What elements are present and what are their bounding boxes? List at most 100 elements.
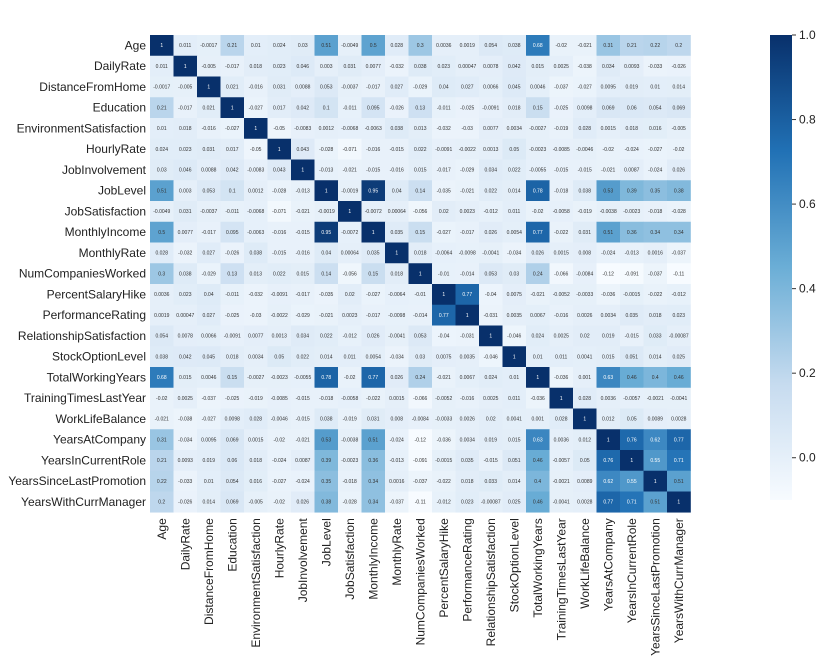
heatmap-cell-value: -0.0068: [341, 126, 358, 132]
heatmap-cell: [338, 242, 362, 264]
heatmap-cell-value: 0.1: [229, 188, 236, 194]
heatmap-cells: [150, 35, 691, 513]
heatmap-cell-value: 0.069: [602, 105, 615, 111]
heatmap-cell: [526, 491, 550, 513]
y-tick-label: Education: [93, 101, 146, 115]
heatmap-cell: [338, 325, 362, 347]
heatmap-cell: [408, 408, 433, 430]
heatmap-cell-value: 0.31: [157, 437, 167, 443]
heatmap-cell-value: 0.0041: [577, 354, 593, 360]
heatmap-cell: [667, 76, 691, 98]
heatmap-cell: [173, 346, 198, 368]
heatmap-cell-value: 0.35: [650, 188, 660, 194]
heatmap-cell-value: -0.0057: [553, 458, 570, 464]
heatmap-cell: [643, 408, 668, 430]
heatmap-cell: [173, 304, 198, 326]
heatmap-cell-value: 0.018: [249, 64, 262, 70]
heatmap-cell-value: 0.034: [296, 334, 309, 340]
heatmap-cell-value: 0.018: [625, 126, 638, 132]
heatmap-cell-value: 0.001: [531, 417, 544, 423]
heatmap-cell-value: -0.029: [296, 313, 310, 319]
heatmap-cell-value: -0.014: [413, 313, 427, 319]
heatmap-cell-value: 0.0078: [178, 334, 194, 340]
heatmap-cell-value: 0.018: [249, 458, 262, 464]
heatmap-cell: [455, 387, 480, 409]
heatmap-cell: [385, 35, 409, 57]
heatmap-cell-value: -0.0049: [341, 43, 358, 49]
heatmap-cell: [291, 97, 315, 119]
heatmap-cell: [432, 159, 456, 181]
heatmap-cell-value: 0.22: [650, 43, 660, 49]
heatmap-cell: [643, 304, 668, 326]
heatmap-cell: [667, 35, 691, 57]
heatmap-cell: [291, 263, 315, 285]
heatmap-cell: [361, 450, 386, 472]
y-tick-label: JobInvolvement: [62, 163, 147, 177]
heatmap-cell: [526, 242, 550, 264]
heatmap-cell-value: 0.04: [439, 85, 449, 91]
heatmap-cell: [197, 76, 221, 98]
heatmap-cell-value: 0.01: [650, 85, 660, 91]
heatmap-cell: [173, 76, 198, 98]
heatmap-cell-value: 0.77: [533, 230, 543, 236]
heatmap-cell-value: -0.066: [413, 396, 427, 402]
heatmap-cell: [291, 118, 315, 140]
heatmap-cell-value: -0.021: [578, 43, 592, 49]
heatmap-cell: [385, 408, 409, 430]
heatmap-cell-value: 0.34: [368, 500, 378, 506]
y-tick-label: DistanceFromHome: [39, 80, 146, 94]
heatmap-cell-value: 0.01: [157, 126, 167, 132]
heatmap-cell: [408, 35, 433, 57]
heatmap-cell-value: 0.054: [484, 43, 497, 49]
heatmap-cell-value: -0.012: [437, 500, 451, 506]
heatmap-cell: [643, 450, 668, 472]
heatmap-cell: [220, 263, 245, 285]
heatmap-cell: [197, 159, 221, 181]
heatmap-cell: [596, 263, 621, 285]
heatmap-cell: [361, 221, 386, 243]
heatmap-cell: [526, 263, 550, 285]
heatmap-cell-value: 0.045: [202, 354, 215, 360]
heatmap-cell: [502, 97, 527, 119]
heatmap-cell-value: 0.042: [296, 105, 309, 111]
heatmap-cell: [643, 470, 668, 492]
heatmap-cell-value: -0.02: [274, 500, 286, 506]
y-tick-label: YearsInCurrentRole: [41, 453, 146, 467]
heatmap-cell-value: -0.017: [225, 64, 239, 70]
heatmap-cell: [314, 325, 339, 347]
heatmap-cell: [479, 367, 503, 389]
heatmap-cell-value: 1: [513, 354, 516, 360]
heatmap-cell: [338, 118, 362, 140]
heatmap-cell: [338, 450, 362, 472]
heatmap-cell: [596, 201, 621, 223]
heatmap-cell: [197, 221, 221, 243]
heatmap-cell-value: -0.0084: [576, 271, 593, 277]
heatmap-cell: [220, 346, 245, 368]
heatmap-cell: [667, 263, 691, 285]
heatmap-cell-value: -0.0041: [670, 396, 687, 402]
heatmap-cell-value: 0.018: [179, 126, 192, 132]
heatmap-cell-value: -0.02: [556, 43, 568, 49]
heatmap-cell: [385, 118, 409, 140]
heatmap-cell-value: 0.0054: [366, 354, 382, 360]
heatmap-cell-value: -0.02: [673, 147, 685, 153]
heatmap-cell-value: -0.021: [531, 292, 545, 298]
heatmap-cell-value: -0.02: [603, 147, 615, 153]
heatmap-cell: [361, 325, 386, 347]
heatmap-cell: [549, 201, 574, 223]
heatmap-cell-value: -0.0019: [341, 188, 358, 194]
heatmap-cell: [150, 118, 174, 140]
heatmap-cell: [150, 284, 174, 306]
heatmap-cell-value: -0.11: [415, 500, 426, 506]
heatmap-cell: [596, 367, 621, 389]
heatmap-cell-value: 0.22: [157, 479, 167, 485]
heatmap-cell: [620, 55, 644, 77]
heatmap-cell: [173, 491, 198, 513]
y-tick-label: TrainingTimesLastYear: [24, 391, 146, 405]
heatmap-cell-value: 0.043: [273, 168, 286, 174]
heatmap-cell-value: -0.012: [672, 292, 686, 298]
heatmap-cell-value: -0.016: [272, 230, 286, 236]
heatmap-cell-value: -0.026: [178, 500, 192, 506]
heatmap-cell: [361, 346, 386, 368]
heatmap-cell-value: 0.034: [602, 64, 615, 70]
